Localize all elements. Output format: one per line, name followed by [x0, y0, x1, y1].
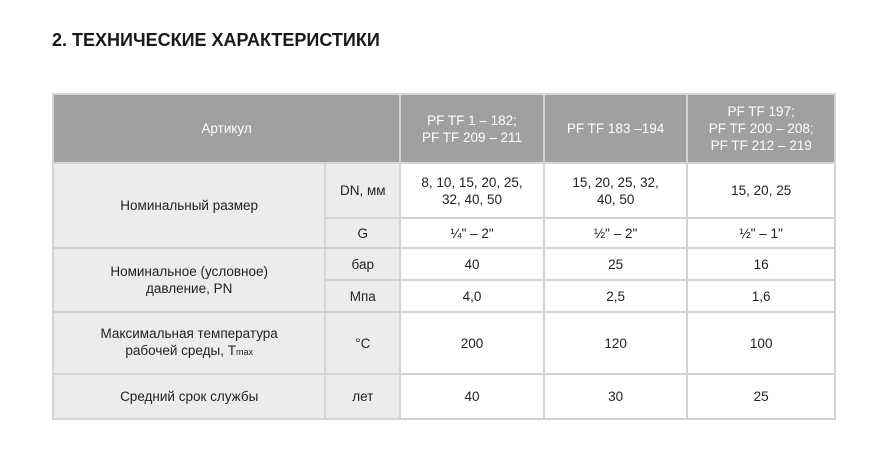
cell: 4,0: [399, 279, 545, 313]
header-col3-line: PF TF 197;: [727, 104, 795, 119]
cell: ¼" – 2": [399, 217, 545, 249]
table-row: Номинальное (условное) давление, PN бар 4…: [51, 247, 836, 313]
cell: 100: [686, 311, 836, 375]
table-row: Мпа 4,0 2,5 1,6: [53, 279, 836, 313]
cell: 15, 20, 25, 32, 40, 50: [542, 162, 689, 219]
specs-table: Артикул PF TF 1 – 182; PF TF 209 – 211 PF…: [51, 93, 836, 420]
cell: 2,5: [542, 279, 689, 313]
bar-unit: бар: [324, 247, 402, 281]
pressure-label: Номинальное (условное) давление, PN: [51, 247, 327, 313]
label-subscript: max: [235, 347, 253, 357]
life-unit: лет: [324, 373, 402, 420]
table-row: Максимальная температура рабочей среды, T…: [51, 311, 836, 375]
header-col3-line: PF TF 212 – 219: [710, 138, 812, 153]
header-col1-line: PF TF 1 – 182;: [427, 112, 517, 128]
cell: 8, 10, 15, 20, 25, 32, 40, 50: [399, 162, 545, 219]
header-col1: PF TF 1 – 182; PF TF 209 – 211: [399, 93, 545, 164]
cell: 30: [542, 373, 689, 420]
section-title: 2. ТЕХНИЧЕСКИЕ ХАРАКТЕРИСТИКИ: [52, 30, 380, 50]
cell-line: 32, 40, 50: [441, 191, 503, 207]
table-row: G ¼" – 2" ½" – 2" ½" – 1": [53, 217, 836, 249]
temp-unit: °C: [324, 311, 402, 375]
cell: 15, 20, 25: [686, 162, 836, 219]
cell: ½" – 2": [542, 217, 689, 249]
cell-line: 8, 10, 15, 20, 25,: [421, 174, 523, 190]
g-unit: G: [324, 217, 402, 249]
cell: 1,6: [686, 279, 836, 313]
size-label: Номинальный размер: [51, 162, 327, 249]
cell-line: 40, 50: [596, 191, 635, 207]
cell-line: 15, 20, 25, 32,: [572, 174, 659, 190]
header-row: Артикул PF TF 1 – 182; PF TF 209 – 211 PF…: [51, 93, 836, 164]
cell: 120: [542, 311, 689, 375]
header-article: Артикул: [51, 93, 402, 164]
label-line: давление, PN: [145, 281, 233, 296]
cell: 200: [399, 311, 545, 375]
table-row: Средний срок службы лет 40 30 25: [51, 373, 836, 420]
temp-label: Максимальная температура рабочей среды, T…: [51, 311, 327, 375]
cell: 40: [399, 247, 545, 281]
table-row: Номинальный размер DN, мм 8, 10, 15, 20,…: [51, 162, 836, 249]
cell: 16: [686, 247, 836, 281]
cell: ½" – 1": [686, 217, 836, 249]
cell: 40: [399, 373, 545, 420]
label-line: Номинальное (условное): [110, 264, 269, 279]
dn-unit: DN, мм: [324, 162, 402, 219]
label-line: Максимальная температура: [100, 326, 278, 341]
header-col3: PF TF 197; PF TF 200 – 208; PF TF 212 – 21…: [686, 93, 836, 164]
cell: 25: [686, 373, 836, 420]
header-col1-line: PF TF 209 – 211: [421, 129, 523, 145]
header-col2: PF TF 183 –194: [542, 93, 689, 164]
mpa-unit: Мпа: [324, 279, 402, 313]
cell: 25: [542, 247, 689, 281]
header-col3-line: PF TF 200 – 208;: [708, 121, 814, 136]
label-line: рабочей среды, T: [125, 343, 236, 358]
life-label: Средний срок службы: [51, 373, 327, 420]
